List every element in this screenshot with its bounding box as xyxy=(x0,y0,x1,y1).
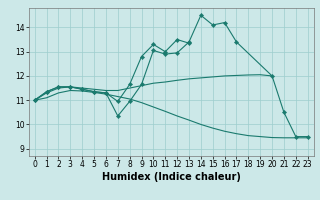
X-axis label: Humidex (Indice chaleur): Humidex (Indice chaleur) xyxy=(102,172,241,182)
